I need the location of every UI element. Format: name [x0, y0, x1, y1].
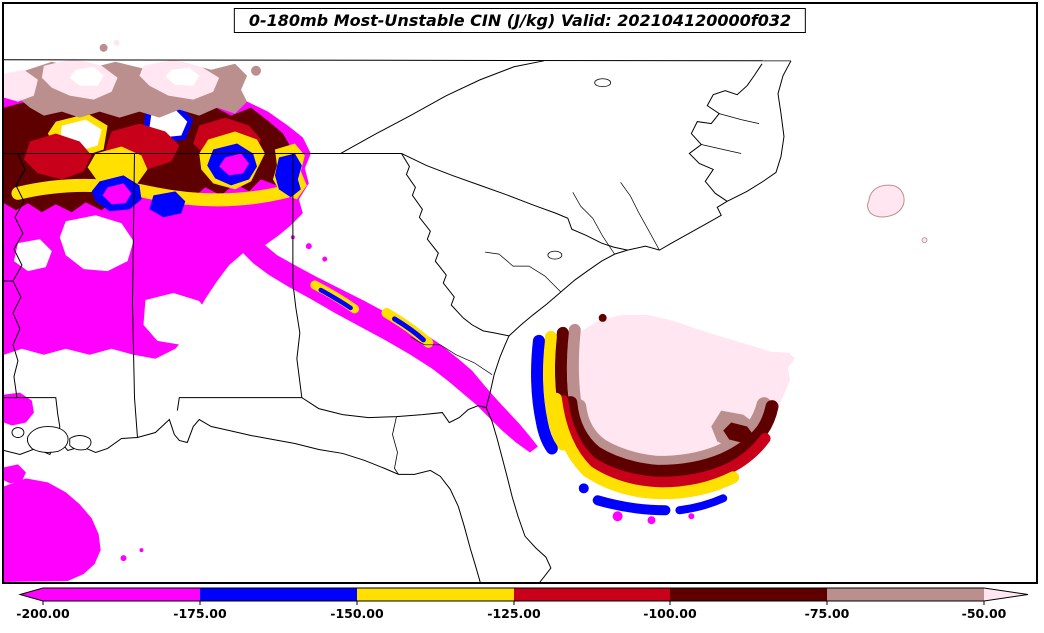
colorbar-tick-label-1: -175.00: [173, 606, 227, 621]
cont-magenta-left-small: [4, 464, 26, 484]
rivers-carolinas-georgia: [410, 182, 660, 376]
cont-palepink-spot-top: [113, 39, 120, 46]
cont-blue-dot-south: [578, 483, 589, 494]
cont-blue-south-arc-2: [675, 494, 728, 515]
cont-blue-nw-4: [274, 153, 302, 198]
cont-yellow-south-arc: [549, 392, 740, 500]
cont-blue-south-arc-1: [592, 495, 671, 516]
map-frame: 0-180mb Most-Unstable CIN (J/kg) Valid: …: [2, 2, 1038, 584]
coast-fl-east: [485, 407, 552, 582]
cont-palepink-atlantic-dot: [921, 237, 928, 244]
lake-kerr: [594, 78, 612, 88]
cont-palepink-top-left: [4, 69, 38, 102]
cont-blue-nw-3: [149, 191, 186, 218]
border-al-ga: [292, 153, 303, 398]
colorbar-tick-label-6: -50.00: [962, 606, 1007, 621]
cont-white-hole-ms-3: [13, 239, 52, 272]
cont-white-hole-ms-1: [59, 215, 134, 272]
plot-title: 0-180mb Most-Unstable CIN (J/kg) Valid: …: [233, 8, 807, 33]
cont-blue-streak-2: [391, 316, 426, 343]
cont-magenta-left-patch: [4, 392, 34, 426]
lake-pontchartrain: [26, 426, 69, 453]
cont-magenta-dot-south-3: [688, 513, 695, 520]
border-nc-sc: [401, 153, 628, 251]
colorbar-segment-3: [514, 588, 670, 601]
cont-palepink-atlantic-blob: [867, 184, 905, 218]
cont-yellow-band-south: [11, 178, 294, 207]
cont-white-core-top-2: [165, 67, 200, 86]
colorbar-segment-2: [357, 588, 514, 601]
state-borders: [4, 59, 792, 582]
cont-magenta-speck-ga-2: [322, 256, 328, 262]
cont-yellow-patch-nw-3: [87, 146, 148, 190]
river-mississippi: [12, 153, 26, 398]
cont-maroon-dot-top: [598, 313, 607, 322]
border-ms-al: [132, 153, 138, 438]
border-fl-ga: [301, 397, 487, 424]
cont-magenta-core-1: [219, 153, 250, 176]
lake-maurepas: [11, 427, 25, 438]
cont-white-core-top-1: [69, 66, 104, 86]
cont-blue-streak-1: [318, 287, 353, 311]
coast-nc-south: [627, 200, 728, 251]
cont-magenta-gulf-speck-1: [120, 555, 127, 562]
colorbar-tick-marks: [42, 601, 985, 605]
cont-magenta-gulf-speck-2: [139, 548, 144, 553]
colorbar-segment-4: [670, 588, 827, 601]
border-al-fl: [176, 397, 302, 411]
colorbar-segment-0: [43, 588, 200, 601]
lake-marion: [547, 250, 563, 260]
cont-magenta-core-2: [102, 183, 132, 205]
cont-white-hole-ms-2: [143, 293, 212, 345]
border-ga-sc-savannah-river: [401, 153, 510, 337]
coast-ga: [485, 335, 510, 408]
cont-blue-west-column: [531, 334, 558, 455]
coast-nc-inner-sounds: [688, 63, 763, 202]
border-ky-va-line: [4, 59, 791, 62]
colorbar: -200.00 -175.00 -150.00 -125.00 -100.00 …: [16, 587, 1029, 621]
colorbar-extend-high-arrow: [984, 588, 1028, 601]
coast-sc: [508, 249, 628, 337]
cont-magenta-dot-south-2: [647, 516, 656, 525]
colorbar-tick-label-2: -150.00: [330, 606, 384, 621]
sound-estuary-lines: [701, 113, 760, 154]
colorbar-tick-label-4: -100.00: [643, 606, 697, 621]
colorbar-tick-label-5: -75.00: [805, 606, 850, 621]
cont-magenta-dot-south-1: [612, 511, 623, 522]
cont-magenta-gulf-corner: [4, 478, 101, 582]
cont-magenta-speck-ga-1: [305, 243, 312, 250]
river-apalachicola: [392, 416, 399, 475]
cont-crimson-south-arc: [557, 395, 771, 488]
map-canvas: [4, 39, 928, 582]
contour-fills: [4, 39, 928, 582]
colorbar-extend-low-arrow: [20, 588, 43, 601]
coast-outer-banks: [726, 60, 792, 202]
cont-rosybrown-dot-ne: [251, 65, 262, 76]
border-tn-nc: [340, 60, 545, 154]
colorbar-segment-5: [827, 588, 984, 601]
colorbar-tick-label-3: -125.00: [487, 606, 541, 621]
cont-maroon-south-arc: [564, 396, 779, 478]
colorbar-tick-label-0: -200.00: [16, 606, 70, 621]
cont-rosybrown-spot-top: [99, 43, 108, 52]
colorbar-segment-1: [200, 588, 357, 601]
cont-crimson-nw-1: [23, 133, 92, 180]
lake-borgne: [69, 435, 92, 451]
cont-maroon-streak-east: [723, 422, 754, 444]
